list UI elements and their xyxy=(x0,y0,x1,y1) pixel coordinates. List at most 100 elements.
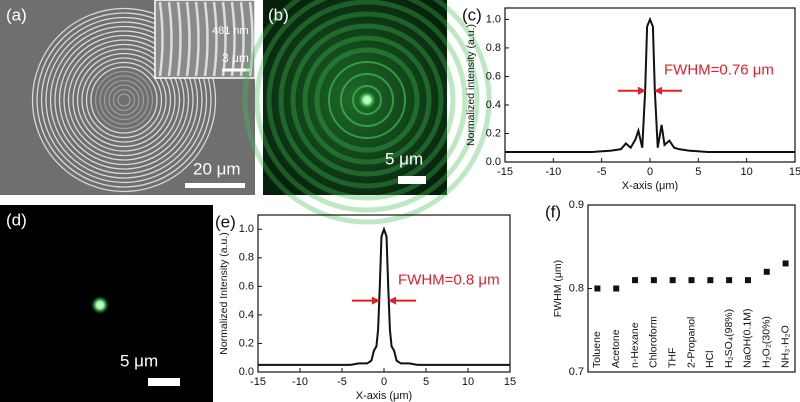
inset-stripes xyxy=(158,1,254,77)
category-label: H₂SO₄(98%) xyxy=(723,309,735,368)
ring xyxy=(314,47,420,153)
y-tick-label: 0.0 xyxy=(239,366,254,378)
panel-label: (f) xyxy=(545,202,561,221)
plot-frame xyxy=(504,7,796,163)
ring xyxy=(76,52,172,148)
ring xyxy=(72,48,176,152)
scale-label: 5 μm xyxy=(120,351,158,370)
category-label: n-Hexane xyxy=(629,322,641,368)
stripe xyxy=(203,1,209,77)
ring xyxy=(49,25,199,175)
category-label: 2-Propanol xyxy=(685,317,697,368)
ring xyxy=(352,85,382,115)
point xyxy=(613,285,620,292)
ring xyxy=(242,0,492,225)
ring xyxy=(45,21,203,179)
x-tick-label: 15 xyxy=(789,166,800,178)
ring xyxy=(112,88,136,112)
point xyxy=(688,277,695,284)
y-axis-label: FWHM (μm) xyxy=(552,260,564,317)
y-tick-label: 0.4 xyxy=(239,309,254,321)
y-tick-label: 0.2 xyxy=(239,337,254,349)
x-tick-label: -10 xyxy=(292,376,308,388)
category-label: H₂O₂(30%) xyxy=(761,316,773,368)
scale-label: 20 μm xyxy=(193,159,241,178)
stripe xyxy=(194,1,200,77)
zone-plate xyxy=(31,7,217,193)
category-label: NH₃·H₂O xyxy=(779,325,791,368)
images: 481 nm 3 μm (a) 20 μm (b) 5 μm (d) 5 μm xyxy=(0,0,492,402)
panel-label: (d) xyxy=(6,210,27,229)
x-axis-label: X-axis (μm) xyxy=(622,180,678,192)
point xyxy=(594,285,601,292)
ring xyxy=(108,84,140,116)
y-tick-label: 0.6 xyxy=(239,280,254,292)
x-tick-label: 10 xyxy=(462,376,474,388)
x-tick-label: 5 xyxy=(423,376,429,388)
y-tick-label: 0.8 xyxy=(239,252,254,264)
ring xyxy=(278,11,456,189)
y-tick-label: 0.8 xyxy=(486,42,501,54)
annotation: FWHM=0.8 μm xyxy=(398,272,500,289)
scale-label: 5 μm xyxy=(385,149,423,168)
ring xyxy=(117,93,131,107)
arrow-head xyxy=(388,296,396,305)
y-tick-label: 1.0 xyxy=(239,223,254,235)
point xyxy=(632,277,639,284)
stripe xyxy=(212,1,218,77)
ring xyxy=(94,70,154,130)
x-tick-label: -15 xyxy=(497,166,513,178)
inset-width: 481 nm xyxy=(212,25,249,37)
curve xyxy=(258,226,510,366)
category-label: Acetone xyxy=(610,329,622,368)
stripe xyxy=(176,1,182,77)
y-axis-label: Normalized Intensity (a.u.) xyxy=(218,232,230,355)
ring xyxy=(99,75,149,125)
x-tick-label: -15 xyxy=(250,376,266,388)
y-tick-label: 0.6 xyxy=(486,70,501,82)
panel-label: (a) xyxy=(6,5,27,24)
stripe xyxy=(158,1,164,77)
ring xyxy=(36,12,212,188)
x-tick-label: 10 xyxy=(741,166,753,178)
ring xyxy=(40,16,208,184)
panel-label: (e) xyxy=(215,212,236,231)
scale-bar xyxy=(398,176,426,184)
arrow-head xyxy=(638,86,646,95)
category-label: THF xyxy=(666,348,678,368)
point xyxy=(763,268,770,275)
ring xyxy=(81,57,167,143)
point xyxy=(782,260,789,267)
point xyxy=(744,277,751,284)
scale-bar xyxy=(185,183,245,188)
x-tick-label: 0 xyxy=(381,376,387,388)
panel-label: (c) xyxy=(462,5,482,24)
plot-frame xyxy=(257,214,511,373)
y-axis-label: Normalized intensity (a.u.) xyxy=(465,24,477,146)
point xyxy=(726,277,733,284)
point xyxy=(669,277,676,284)
ring xyxy=(290,23,444,177)
rings xyxy=(242,0,492,225)
arrow-head xyxy=(372,296,380,305)
point xyxy=(650,277,657,284)
stripe xyxy=(185,1,191,77)
annotation: FWHM=0.76 μm xyxy=(664,62,774,79)
ring xyxy=(58,34,190,166)
ring xyxy=(31,7,217,193)
panel-label: (b) xyxy=(268,5,289,24)
ring xyxy=(85,61,163,139)
x-tick-label: 15 xyxy=(504,376,516,388)
y-tick-label: 0.2 xyxy=(486,127,501,139)
ring xyxy=(63,39,185,161)
y-tick-label: 0.9 xyxy=(569,199,584,211)
x-tick-label: -5 xyxy=(597,166,607,178)
ring xyxy=(254,0,480,213)
ring xyxy=(90,66,158,134)
ring xyxy=(302,35,432,165)
category-label: NaOH(0.1M) xyxy=(742,308,754,368)
x-axis-label: X-axis (μm) xyxy=(356,390,412,402)
category-label: Chloroform xyxy=(648,316,660,368)
ring xyxy=(328,61,406,139)
